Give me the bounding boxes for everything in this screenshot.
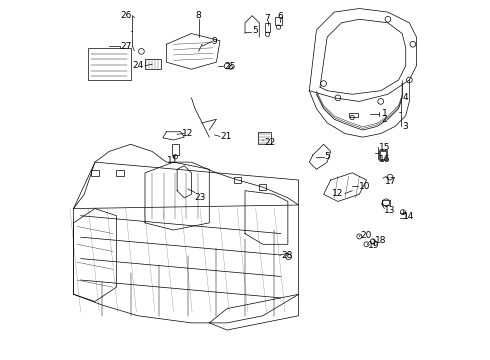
Bar [258,132,271,144]
Text: 20: 20 [360,231,371,240]
Text: 2: 2 [381,116,387,125]
Text: 14: 14 [403,212,414,221]
Bar [275,17,282,24]
Text: 5: 5 [252,26,258,35]
Text: 16: 16 [379,155,391,164]
Text: 18: 18 [375,236,387,245]
Text: 27: 27 [121,41,132,50]
Text: 6: 6 [278,12,284,21]
Text: 28: 28 [281,251,293,260]
Text: 15: 15 [379,143,391,152]
Bar [234,177,242,183]
Text: 24: 24 [132,61,143,70]
Text: 12: 12 [182,129,194,138]
Bar [380,152,386,159]
Bar [382,200,391,205]
Text: 1: 1 [381,109,387,118]
Text: 7: 7 [265,14,270,23]
Bar [379,150,387,160]
Text: 21: 21 [220,132,232,141]
Bar [145,59,161,69]
Text: 19: 19 [368,240,379,249]
Text: 26: 26 [121,11,132,20]
Text: 11: 11 [167,156,178,165]
Text: 13: 13 [384,206,396,215]
Text: 23: 23 [195,193,206,202]
Text: 8: 8 [196,11,201,20]
Bar [88,48,131,80]
Text: 17: 17 [385,176,396,185]
Text: 22: 22 [265,138,276,147]
Text: 25: 25 [224,62,235,71]
Text: 9: 9 [212,37,218,46]
Bar [117,170,123,176]
Text: 5: 5 [325,152,330,161]
Bar [259,184,267,190]
Text: 4: 4 [402,93,408,102]
Text: 12: 12 [332,189,343,198]
Bar [172,144,179,155]
Bar [265,23,270,32]
Bar [92,170,98,176]
Bar [348,113,358,117]
Text: 10: 10 [359,182,371,191]
Text: 3: 3 [402,122,408,131]
